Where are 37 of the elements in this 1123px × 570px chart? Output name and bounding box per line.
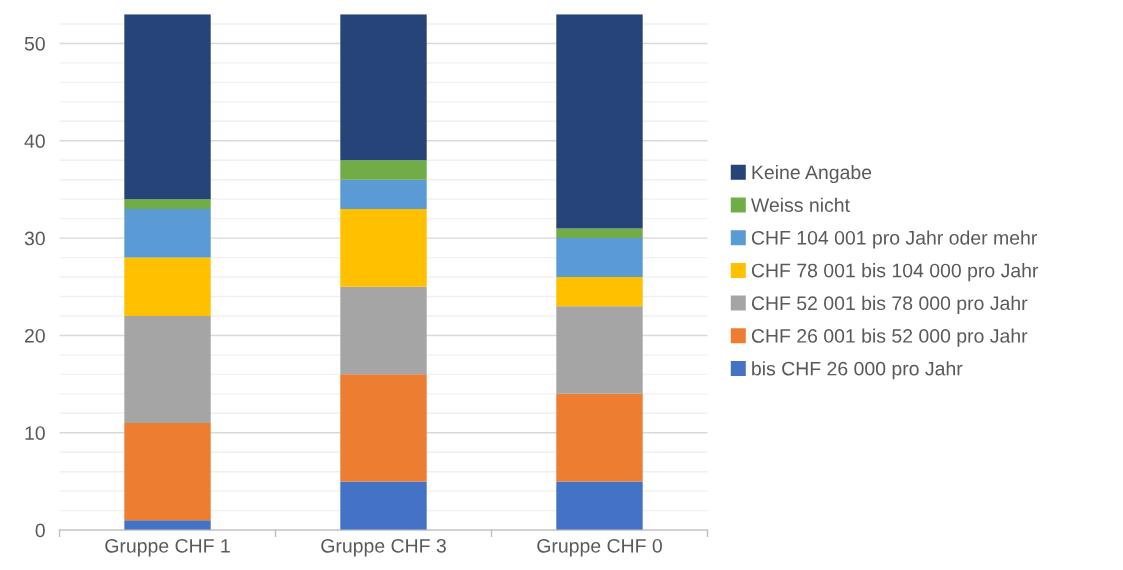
bar	[340, 286, 427, 375]
legend-label: CHF 26 001 bis 52 000 pro Jahr	[751, 328, 1028, 347]
y-tick-label: 40	[24, 134, 45, 149]
bar	[124, 208, 211, 258]
bar	[340, 160, 427, 180]
bar	[556, 277, 643, 307]
legend-label: Weiss nicht	[751, 197, 850, 212]
bar	[124, 14, 211, 200]
legend-label: CHF 52 001 bis 78 000 pro Jahr	[751, 295, 1028, 314]
bar	[556, 481, 643, 531]
bar	[124, 257, 211, 316]
bar	[556, 14, 643, 229]
bar	[124, 315, 211, 424]
bar	[340, 481, 427, 531]
x-tick-label: Gruppe CHF 3	[321, 538, 446, 557]
bar	[124, 423, 211, 521]
y-tick-label: 50	[24, 36, 45, 51]
legend-label: bis CHF 26 000 pro Jahr	[752, 361, 963, 380]
legend-label: Keine Angabe	[752, 164, 872, 184]
bar	[340, 374, 427, 482]
bar	[124, 520, 211, 531]
bar	[556, 306, 643, 394]
bar	[556, 393, 643, 482]
bar	[556, 238, 643, 278]
x-tick-label: Gruppe CHF 1	[105, 538, 230, 557]
bar	[340, 179, 427, 209]
bar	[340, 208, 427, 287]
bar	[340, 14, 427, 161]
bar	[124, 199, 211, 209]
x-tick-label: Gruppe CHF 0	[537, 538, 662, 557]
y-tick-label: 30	[24, 231, 45, 246]
legend-label: CHF 78 001 bis 104 000 pro Jahr	[751, 263, 1039, 282]
y-tick-label: 10	[25, 426, 45, 441]
legend-label: CHF 104 001 pro Jahr oder mehr	[751, 230, 1037, 249]
bar	[556, 228, 643, 239]
y-tick-label: 0	[35, 523, 45, 538]
y-tick-label: 20	[24, 328, 45, 343]
